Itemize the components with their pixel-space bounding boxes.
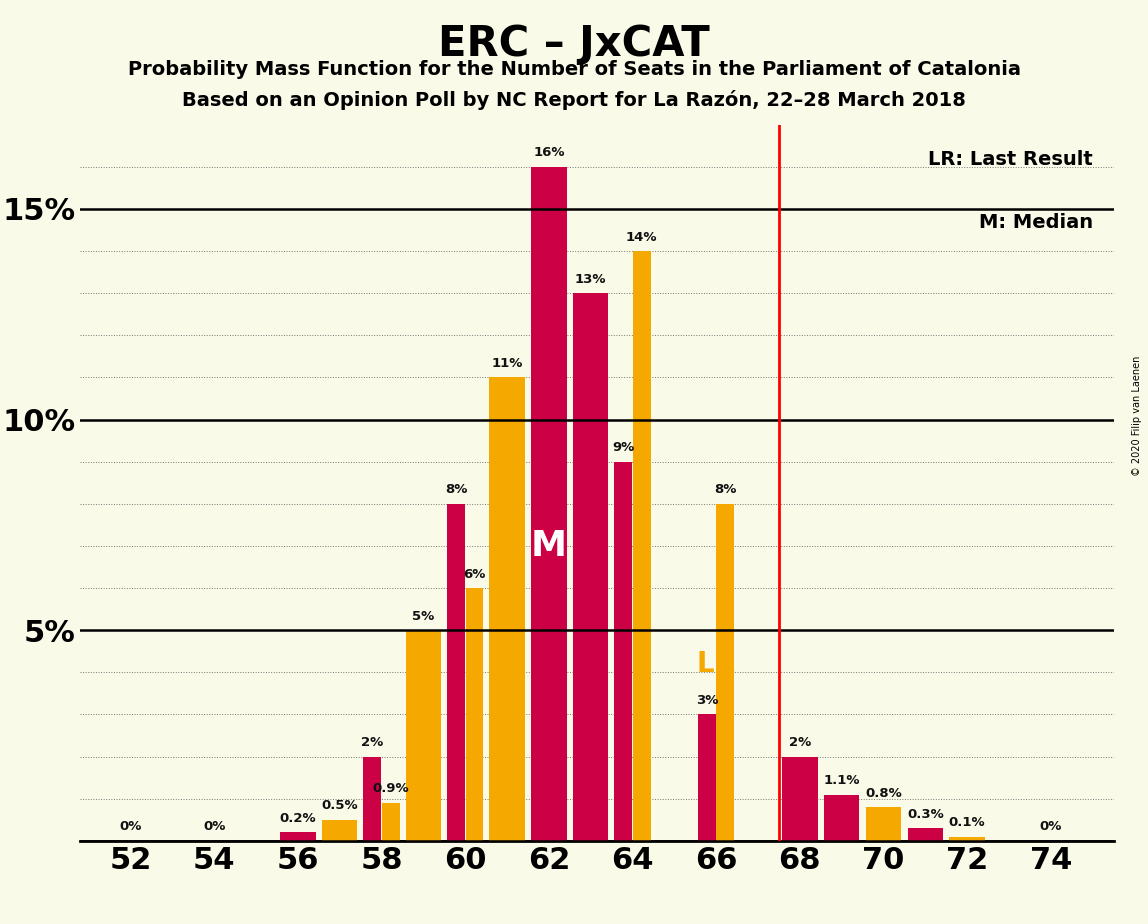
Text: 13%: 13% xyxy=(575,273,606,286)
Text: M: Median: M: Median xyxy=(978,213,1093,232)
Bar xyxy=(447,504,465,841)
Text: 0.5%: 0.5% xyxy=(321,799,358,812)
Text: 9%: 9% xyxy=(612,441,635,455)
Text: 0.8%: 0.8% xyxy=(866,786,902,799)
Text: ERC – JxCAT: ERC – JxCAT xyxy=(439,23,709,65)
Text: 8%: 8% xyxy=(444,483,467,496)
Text: 0.9%: 0.9% xyxy=(372,783,409,796)
Bar xyxy=(633,251,651,841)
Text: 0%: 0% xyxy=(119,821,141,833)
Bar xyxy=(532,167,567,841)
Bar xyxy=(698,714,716,841)
Text: 3%: 3% xyxy=(696,694,719,707)
Bar xyxy=(489,378,525,841)
Text: LR: LR xyxy=(697,650,736,678)
Bar xyxy=(782,757,817,841)
Text: LR: Last Result: LR: Last Result xyxy=(928,150,1093,169)
Bar xyxy=(908,828,944,841)
Text: 0.3%: 0.3% xyxy=(907,808,944,821)
Text: © 2020 Filip van Laenen: © 2020 Filip van Laenen xyxy=(1132,356,1142,476)
Bar xyxy=(364,757,381,841)
Text: 0%: 0% xyxy=(1040,821,1062,833)
Bar xyxy=(824,795,860,841)
Bar xyxy=(716,504,735,841)
Bar xyxy=(382,803,400,841)
Text: Based on an Opinion Poll by NC Report for La Razón, 22–28 March 2018: Based on an Opinion Poll by NC Report fo… xyxy=(183,90,965,110)
Text: Probability Mass Function for the Number of Seats in the Parliament of Catalonia: Probability Mass Function for the Number… xyxy=(127,60,1021,79)
Text: 6%: 6% xyxy=(463,567,486,580)
Text: 2%: 2% xyxy=(362,736,383,749)
Bar xyxy=(405,630,441,841)
Text: 0.1%: 0.1% xyxy=(949,816,985,829)
Text: 5%: 5% xyxy=(412,610,434,623)
Bar xyxy=(614,462,633,841)
Text: 1.1%: 1.1% xyxy=(823,774,860,787)
Bar xyxy=(866,808,901,841)
Text: 16%: 16% xyxy=(533,146,565,159)
Text: M: M xyxy=(530,529,567,563)
Text: 2%: 2% xyxy=(789,736,810,749)
Text: 0%: 0% xyxy=(203,821,225,833)
Text: 0.2%: 0.2% xyxy=(280,812,316,825)
Text: 14%: 14% xyxy=(626,230,658,244)
Bar xyxy=(321,820,357,841)
Bar xyxy=(949,836,985,841)
Bar xyxy=(280,833,316,841)
Bar xyxy=(465,588,483,841)
Text: 8%: 8% xyxy=(714,483,737,496)
Bar xyxy=(573,293,608,841)
Text: 11%: 11% xyxy=(491,357,522,370)
